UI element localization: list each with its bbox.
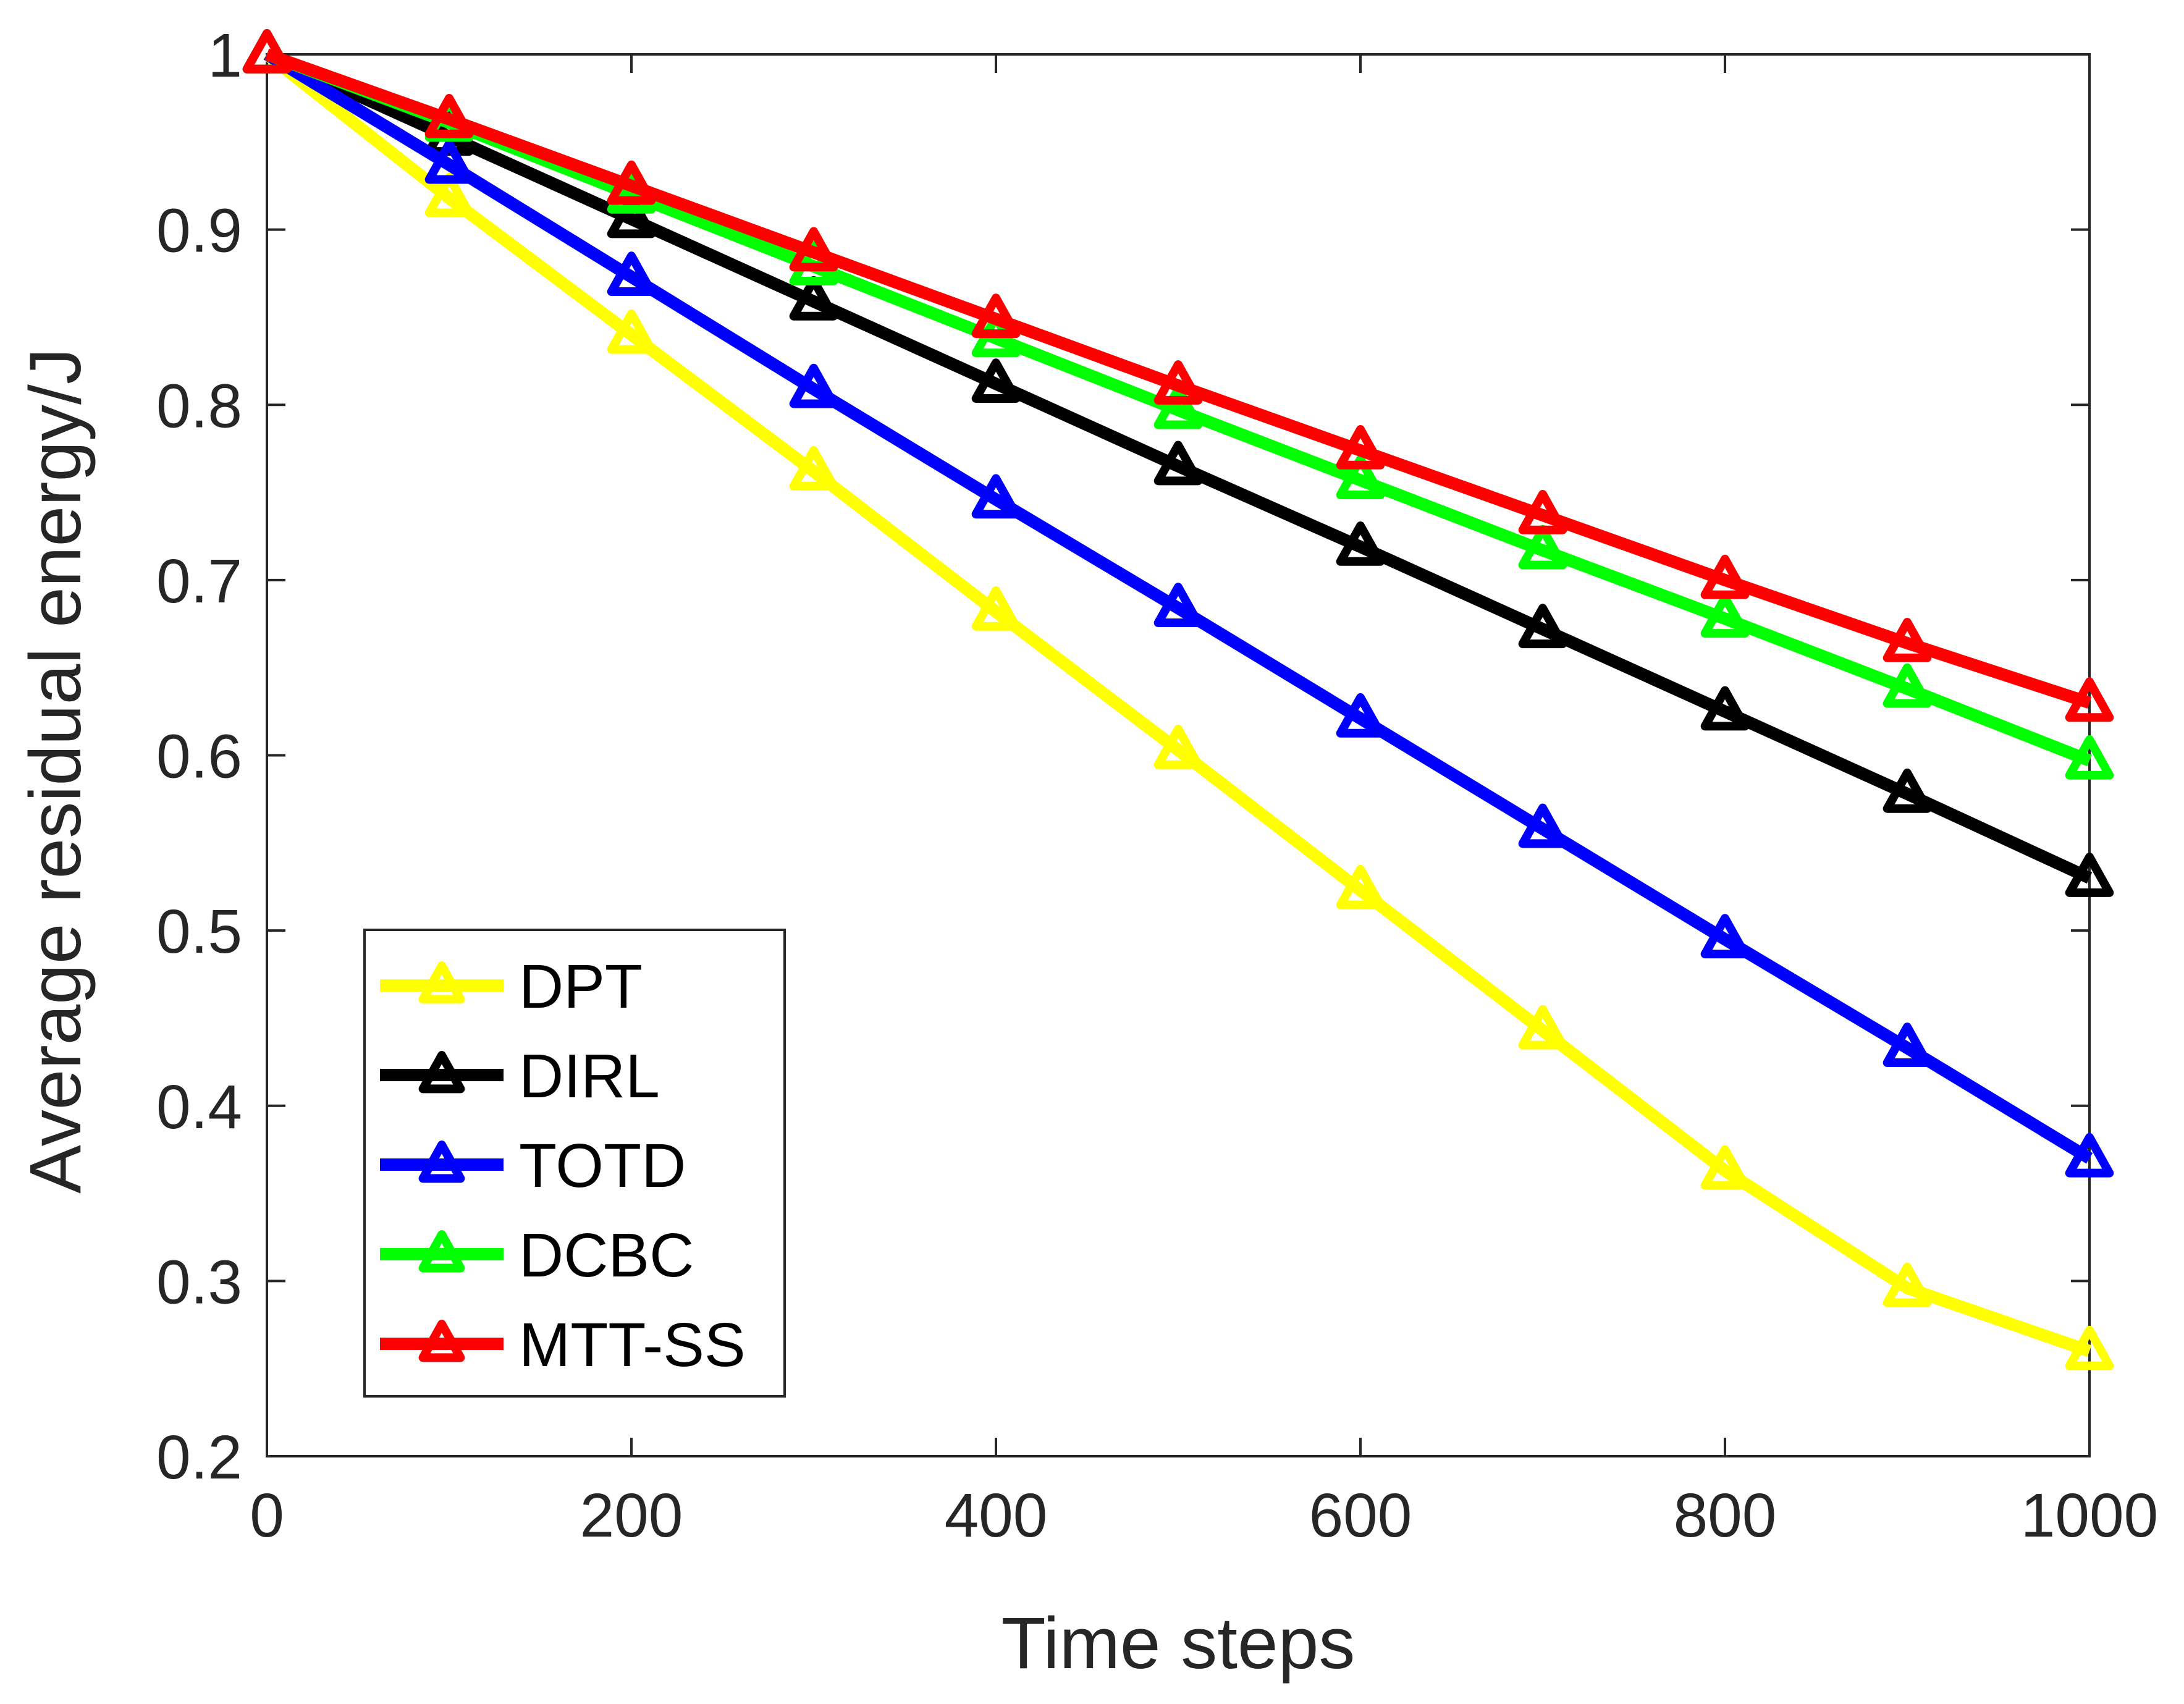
data-point-mtt-ss	[1883, 617, 1932, 662]
data-point-totd	[1336, 693, 1385, 738]
data-point-dpt	[1336, 864, 1385, 909]
data-point-totd	[1153, 583, 1203, 628]
data-point-dirl	[1700, 686, 1750, 731]
data-point-mtt-ss	[242, 29, 292, 74]
data-point-mtt-ss	[1336, 424, 1385, 470]
data-point-totd	[607, 251, 656, 297]
y-tick-label: 0.4	[156, 1073, 242, 1142]
data-point-mtt-ss	[1700, 554, 1750, 599]
legend-label-dcbc: DCBC	[519, 1221, 694, 1290]
data-point-mtt-ss	[2065, 677, 2114, 722]
data-point-dcbc	[1518, 525, 1567, 570]
y-tick-label: 0.3	[156, 1247, 242, 1317]
y-tick-label: 0.7	[156, 547, 242, 616]
data-point-totd	[971, 474, 1021, 519]
legend-marker-dirl	[418, 1051, 465, 1094]
data-point-dirl	[789, 276, 838, 321]
data-point-mtt-ss	[1518, 489, 1567, 534]
data-point-totd	[1700, 914, 1750, 959]
data-point-dpt	[1153, 724, 1203, 769]
data-point-dirl	[607, 193, 656, 238]
data-point-dirl	[1883, 768, 1932, 813]
series-line-totd	[263, 49, 2093, 1164]
y-tick-label: 0.6	[156, 722, 242, 791]
data-point-dpt	[1883, 1262, 1932, 1307]
data-point-totd	[424, 139, 474, 184]
x-tick-label: 600	[1309, 1481, 1412, 1550]
series-group	[242, 29, 2114, 1370]
data-point-dpt	[424, 172, 474, 217]
data-point-dpt	[1700, 1145, 1750, 1190]
legend-label-dpt: DPT	[519, 952, 643, 1021]
x-tick-label: 400	[945, 1481, 1048, 1550]
y-tick-label: 0.8	[156, 371, 242, 441]
data-point-mtt-ss	[607, 160, 656, 205]
data-point-dirl	[971, 358, 1021, 403]
data-point-dcbc	[1700, 593, 1750, 638]
data-point-dirl	[1518, 604, 1567, 649]
series-line-mtt-ss	[264, 48, 2092, 709]
data-point-mtt-ss	[1153, 360, 1203, 405]
legend-marker-dpt	[418, 961, 465, 1004]
series-line-dpt	[263, 49, 2092, 1357]
data-point-dirl	[2065, 853, 2114, 897]
legend-label-dirl: DIRL	[519, 1042, 660, 1111]
x-axis-title: Time steps	[1001, 1603, 1356, 1684]
y-tick-label: 0.9	[156, 196, 242, 266]
legend-label-totd: TOTD	[519, 1131, 686, 1200]
x-tick-label: 1000	[2021, 1481, 2158, 1550]
data-point-mtt-ss	[971, 293, 1021, 339]
legend-label-mtt-ss: MTT-SS	[519, 1310, 746, 1380]
data-point-dpt	[971, 586, 1021, 631]
data-point-dpt	[2065, 1325, 2114, 1370]
series-line-dcbc	[264, 48, 2092, 767]
legend-marker-mtt-ss	[418, 1320, 465, 1362]
data-point-dirl	[1153, 441, 1203, 486]
data-point-dpt	[607, 309, 656, 354]
data-point-dcbc	[2065, 735, 2114, 780]
y-tick-label: 1	[208, 21, 242, 90]
data-point-totd	[1518, 803, 1567, 848]
data-point-dpt	[1518, 1005, 1567, 1050]
legend: DPT DIRL TOTD DCBC MTT-SS	[363, 929, 786, 1398]
data-point-mtt-ss	[424, 93, 474, 138]
data-point-dcbc	[1336, 455, 1385, 500]
y-tick-label: 0.5	[156, 897, 242, 966]
legend-marker-totd	[418, 1141, 465, 1183]
data-point-dpt	[789, 446, 838, 491]
series-line-dirl	[264, 48, 2093, 884]
x-tick-label: 800	[1674, 1481, 1777, 1550]
x-tick-label: 200	[580, 1481, 683, 1550]
data-point-totd	[1883, 1023, 1932, 1067]
x-tick-label: 0	[250, 1481, 284, 1550]
legend-marker-dcbc	[418, 1230, 465, 1273]
data-point-mtt-ss	[789, 227, 838, 272]
y-axis-title: Average residual energy/J	[15, 348, 96, 1194]
data-point-totd	[2065, 1132, 2114, 1178]
data-point-dcbc	[1883, 663, 1932, 708]
data-point-dcbc	[1153, 384, 1203, 429]
y-tick-label: 0.2	[156, 1423, 242, 1492]
axes-frame: 0 200 400 600 800 1000 0.2 0.3 0.4 0.5 0.6 0.7 0.8 0.…	[156, 21, 2158, 1550]
data-point-dirl	[1336, 521, 1385, 566]
data-point-totd	[789, 363, 838, 408]
